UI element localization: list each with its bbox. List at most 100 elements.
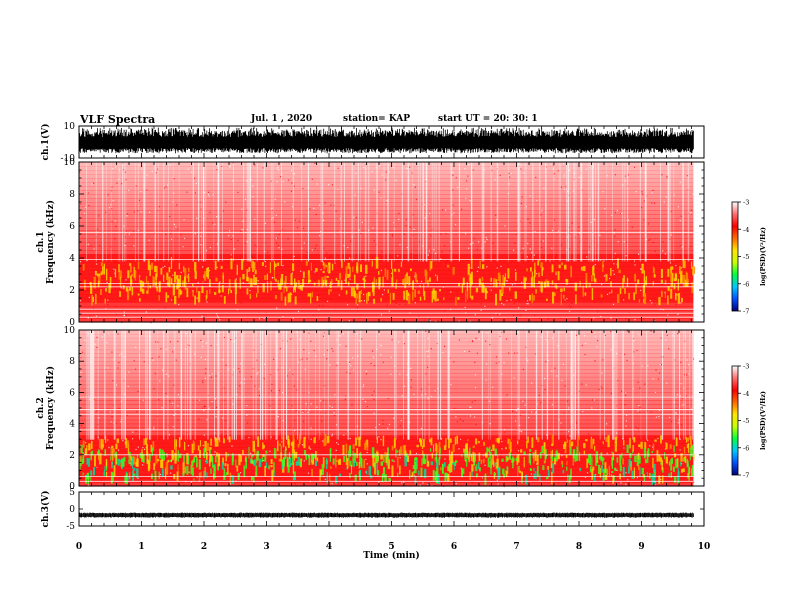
spectrogram-speckle [291, 182, 293, 184]
spectrogram-feature [251, 455, 254, 458]
spectrogram-speckle [263, 377, 265, 380]
spectrogram-speckle [606, 175, 608, 177]
spectrogram-speckle [538, 471, 540, 473]
spectrogram-speckle [494, 179, 496, 181]
spectrogram-speckle [456, 468, 459, 470]
spectrogram-feature [404, 456, 407, 467]
spectrogram-speckle [310, 476, 312, 478]
spectrogram-feature [82, 472, 84, 476]
spectrogram-speckle [115, 226, 117, 228]
spectrogram-speckle [636, 477, 638, 479]
spectrogram-speckle [89, 438, 91, 440]
spectrogram-speckle [239, 363, 242, 365]
spectrogram-speckle [410, 475, 413, 477]
spectrogram-feature [391, 445, 394, 451]
spectrogram-feature [591, 469, 594, 480]
spectrogram-speckle [521, 164, 523, 166]
spectrogram-speckle [511, 284, 513, 286]
spectrogram-feature [338, 473, 341, 477]
spectrogram-speckle [570, 306, 572, 308]
spectrogram-speckle [506, 292, 509, 294]
spectrogram-feature [198, 472, 201, 482]
spectrogram-feature [355, 437, 358, 446]
spectrogram-feature [682, 468, 685, 473]
spectrogram-feature [387, 461, 389, 469]
spectrogram-speckle [386, 202, 388, 204]
spectrogram-speckle [91, 183, 93, 185]
spectrogram-speckle [386, 436, 388, 438]
spectrogram-speckle [527, 260, 529, 263]
spectrogram-speckle [107, 194, 109, 196]
spectrogram-speckle [363, 300, 366, 302]
spectrogram-speckle [87, 317, 89, 319]
spectrogram-speckle [603, 260, 605, 262]
spectrogram-speckle [299, 359, 301, 361]
spectrogram-speckle [137, 210, 139, 212]
spectrogram-feature [658, 475, 661, 484]
spectrogram-speckle [584, 476, 587, 479]
spectrogram-speckle [469, 320, 471, 322]
spectrogram-speckle [546, 478, 548, 481]
spectrogram-speckle [490, 283, 492, 285]
spectrogram-speckle [83, 212, 86, 214]
spectrogram-speckle [579, 240, 581, 242]
spectrogram-feature [622, 440, 625, 446]
spectrogram-feature [692, 454, 695, 461]
panel-frame [78, 491, 705, 527]
spectrogram-speckle [115, 313, 118, 315]
spectrogram-speckle [496, 267, 498, 269]
spectrogram-speckle [569, 280, 571, 282]
spectrogram-speckle [524, 404, 526, 406]
spectrogram-feature [426, 461, 430, 467]
spectrogram-feature [133, 266, 135, 278]
spectrogram-feature [493, 473, 497, 476]
spectrogram-speckle [108, 333, 110, 335]
spectrogram-row [79, 246, 694, 251]
spectrogram-speckle [108, 206, 111, 209]
spectrogram-feature [262, 442, 264, 450]
spectrogram-feature [319, 469, 321, 481]
spectrogram-feature [501, 458, 504, 462]
spectrogram-speckle [641, 460, 643, 462]
spectrogram-feature [241, 259, 244, 270]
spectrogram-speckle [589, 203, 591, 205]
spectrogram-feature [493, 460, 495, 468]
spectrogram-speckle [398, 212, 400, 214]
spectrogram-speckle [212, 222, 214, 224]
axes-layer [78, 125, 741, 527]
spectrogram-speckle [158, 309, 160, 311]
spectrogram-speckle [600, 315, 602, 318]
spectrogram-speckle [514, 269, 517, 271]
spectrogram-feature [403, 290, 405, 300]
spectrogram-speckle [625, 255, 627, 257]
spectrogram-speckle [525, 309, 527, 312]
spectrogram-feature [474, 466, 477, 472]
spectrogram-feature [250, 476, 254, 481]
spectrogram-speckle [427, 254, 429, 256]
spectrogram-feature [223, 474, 226, 480]
spectrogram-feature [592, 438, 595, 445]
spectrogram-feature [575, 452, 579, 461]
spectrogram-speckle [545, 289, 547, 292]
spectrogram-speckle [186, 191, 188, 193]
spectrogram-feature [600, 294, 603, 298]
spectrogram-feature [90, 440, 93, 449]
spectrogram-feature [595, 451, 599, 461]
spectrogram-speckle [590, 221, 592, 224]
spectrogram-feature [165, 292, 168, 303]
spectrogram-feature [262, 283, 265, 293]
spectrogram-speckle [363, 291, 365, 294]
spectrogram-feature [564, 441, 567, 447]
spectrogram-feature [133, 473, 136, 476]
spectrogram-speckle [139, 164, 141, 167]
spectrogram-feature [163, 452, 166, 461]
spectrogram-feature [324, 280, 327, 286]
spectrogram-speckle [140, 211, 142, 213]
spectrogram-feature [205, 460, 209, 464]
spectrogram-speckle [594, 301, 596, 303]
spectrogram-speckle [270, 389, 273, 392]
spectrogram-speckle [676, 294, 678, 296]
spectrogram-feature [475, 287, 479, 293]
spectrogram-feature [262, 444, 265, 449]
spectrogram-speckle [441, 459, 444, 461]
